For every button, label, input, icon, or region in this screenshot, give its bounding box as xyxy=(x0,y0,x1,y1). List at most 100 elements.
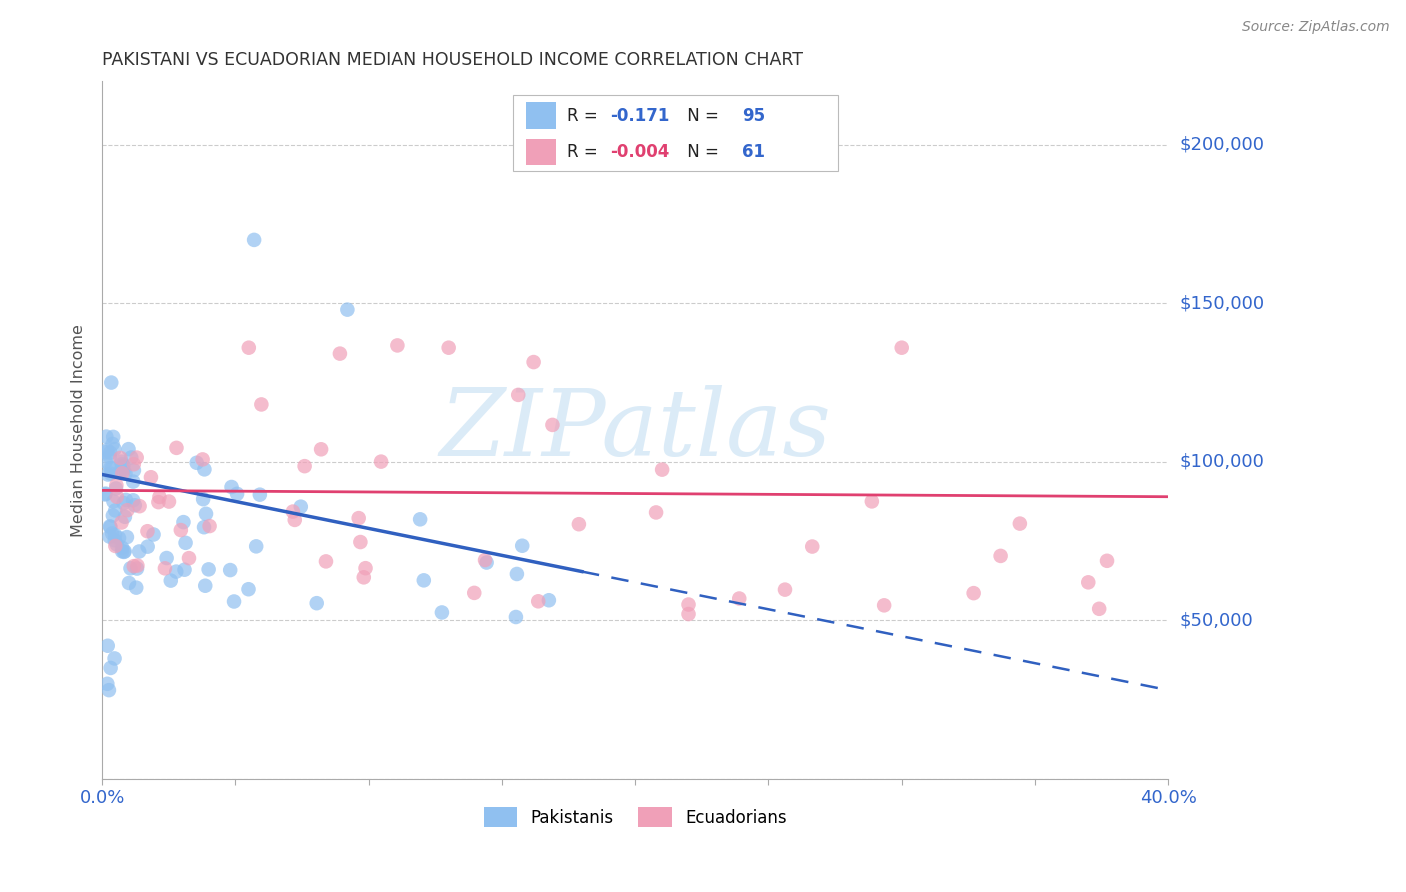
Point xyxy=(801,540,824,554)
Point xyxy=(94,486,117,500)
Point xyxy=(111,541,134,555)
Point xyxy=(128,499,150,513)
Point xyxy=(103,430,125,444)
Point xyxy=(104,482,127,496)
Point xyxy=(508,388,530,402)
Text: $150,000: $150,000 xyxy=(1180,294,1264,312)
Point xyxy=(197,562,219,576)
Point xyxy=(98,461,121,475)
Point xyxy=(153,561,176,575)
Point xyxy=(94,454,117,468)
Point xyxy=(243,233,266,247)
Text: R =: R = xyxy=(567,107,603,125)
Bar xyxy=(526,138,557,165)
Point xyxy=(174,536,197,550)
Point xyxy=(1088,602,1111,616)
Point xyxy=(125,450,148,465)
Text: ZIPatlas: ZIPatlas xyxy=(439,385,831,475)
Point xyxy=(115,530,138,544)
Point xyxy=(136,524,159,539)
Point xyxy=(128,544,150,558)
Point xyxy=(122,559,145,574)
Point xyxy=(104,503,127,517)
Point xyxy=(96,429,118,443)
Point xyxy=(541,417,564,432)
Point xyxy=(728,591,751,606)
Text: PAKISTANI VS ECUADORIAN MEDIAN HOUSEHOLD INCOME CORRELATION CHART: PAKISTANI VS ECUADORIAN MEDIAN HOUSEHOLD… xyxy=(103,51,803,69)
Point xyxy=(349,535,371,549)
Point xyxy=(96,677,118,691)
Point xyxy=(112,496,135,510)
Point xyxy=(111,457,134,471)
Point xyxy=(100,467,122,481)
Point xyxy=(98,445,121,459)
Point xyxy=(962,586,984,600)
Point xyxy=(315,554,337,568)
Point xyxy=(409,512,432,526)
Point xyxy=(110,455,132,469)
Point xyxy=(645,505,668,519)
Point xyxy=(114,467,136,481)
Point xyxy=(124,498,146,512)
Text: Source: ZipAtlas.com: Source: ZipAtlas.com xyxy=(1241,20,1389,34)
Point xyxy=(873,599,896,613)
Point xyxy=(412,574,434,588)
Point xyxy=(111,544,134,558)
Point xyxy=(353,570,375,584)
Point xyxy=(104,528,127,542)
Point xyxy=(990,549,1012,563)
Point xyxy=(125,581,148,595)
Text: 95: 95 xyxy=(742,107,765,125)
Point xyxy=(195,507,218,521)
FancyBboxPatch shape xyxy=(513,95,838,170)
Point xyxy=(523,355,546,369)
Point xyxy=(226,487,249,501)
Point xyxy=(120,561,142,575)
Text: 61: 61 xyxy=(742,143,765,161)
Point xyxy=(97,639,120,653)
Point xyxy=(370,455,392,469)
Point xyxy=(94,487,117,501)
Point xyxy=(510,539,533,553)
Point xyxy=(157,494,180,508)
Point xyxy=(437,341,460,355)
Point xyxy=(219,563,242,577)
Point xyxy=(101,526,124,541)
Point xyxy=(222,594,245,608)
Point xyxy=(250,397,273,411)
Point xyxy=(98,519,121,533)
Point xyxy=(122,463,145,477)
Point xyxy=(329,346,352,360)
Point xyxy=(117,503,139,517)
Point xyxy=(172,515,194,529)
Point xyxy=(115,492,138,507)
Point xyxy=(221,480,243,494)
Point xyxy=(678,598,700,612)
Text: $50,000: $50,000 xyxy=(1180,611,1253,630)
Point xyxy=(294,459,316,474)
Point xyxy=(474,553,496,567)
Point xyxy=(173,563,195,577)
Text: -0.004: -0.004 xyxy=(610,143,669,161)
Point xyxy=(118,576,141,591)
Point xyxy=(97,467,120,482)
Text: N =: N = xyxy=(682,107,724,125)
Point xyxy=(136,540,159,554)
Point xyxy=(193,520,215,534)
Point xyxy=(249,488,271,502)
Point xyxy=(111,467,134,481)
Point xyxy=(112,545,135,559)
Text: -0.171: -0.171 xyxy=(610,107,669,125)
Point xyxy=(193,462,215,476)
Point xyxy=(108,531,131,545)
Point xyxy=(148,495,170,509)
Point xyxy=(97,683,120,698)
Point xyxy=(139,470,162,484)
Point xyxy=(112,463,135,477)
Point xyxy=(568,517,591,532)
Point xyxy=(186,456,208,470)
Point xyxy=(354,561,377,575)
Point xyxy=(104,539,127,553)
Point xyxy=(387,338,409,352)
Point xyxy=(336,302,359,317)
